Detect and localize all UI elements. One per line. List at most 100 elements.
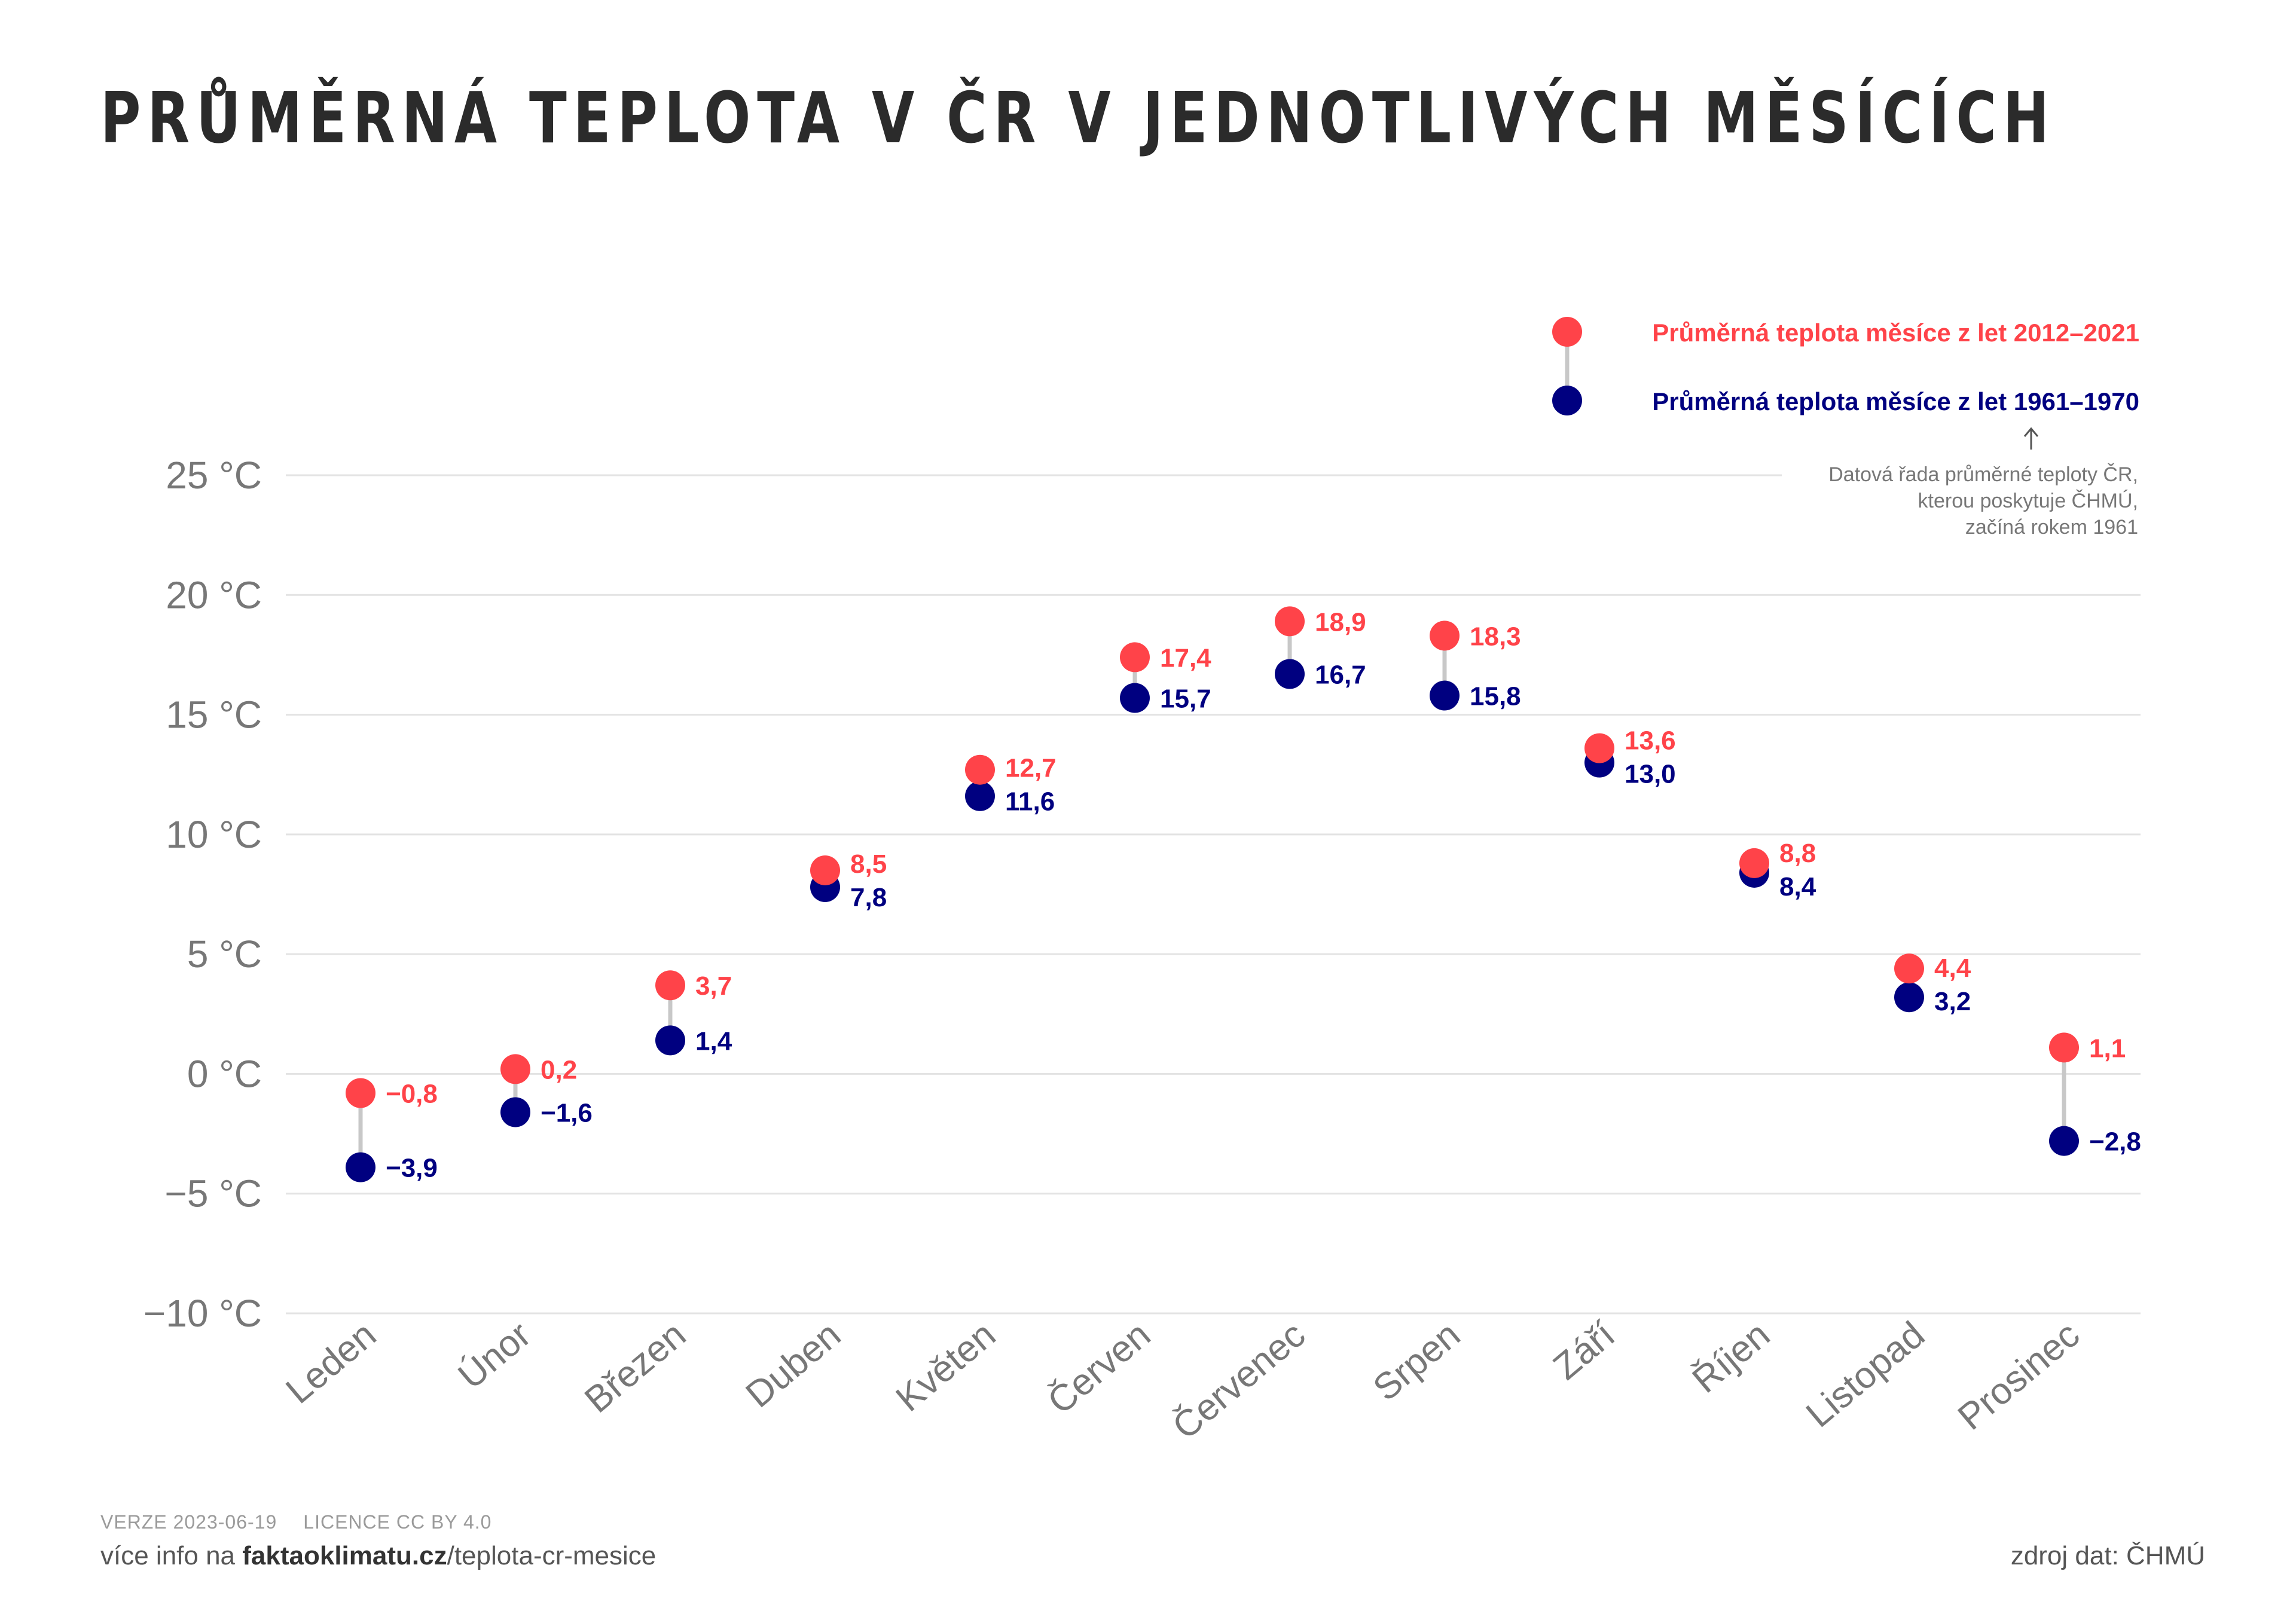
legend-recent-marker: [1552, 317, 1582, 347]
month-dumbbell: 13,6 13,0: [1584, 726, 1676, 789]
past-point: [2049, 1126, 2079, 1156]
month-dumbbell: 18,3 15,8: [1430, 621, 1521, 711]
past-value-label: 3,2: [1934, 987, 1971, 1016]
past-point: [500, 1097, 530, 1127]
data-source: zdroj dat: ČHMÚ: [2010, 1541, 2205, 1570]
past-value-label: 7,8: [850, 883, 887, 912]
recent-value-label: 0,2: [541, 1055, 577, 1084]
recent-point: [1275, 606, 1305, 637]
recent-value-label: 18,9: [1315, 607, 1366, 637]
recent-value-label: 13,6: [1625, 726, 1676, 756]
past-value-label: 16,7: [1315, 660, 1366, 689]
version-label: VERZE 2023-06-19: [100, 1511, 277, 1533]
recent-point: [346, 1078, 375, 1108]
x-tick-label: Květen: [889, 1314, 1003, 1420]
x-tick-label: Srpen: [1366, 1314, 1468, 1409]
grid-lines: [286, 474, 2141, 1315]
y-tick-label: 20 °C: [166, 573, 262, 616]
past-point: [965, 781, 995, 811]
past-value-label: 1,4: [695, 1026, 732, 1056]
month-dumbbell: 0,2 −1,6: [500, 1054, 593, 1128]
month-dumbbell: 8,57,8: [810, 849, 887, 912]
legend-past-label: Průměrná teplota měsíce z let 1961–1970: [1652, 387, 2139, 415]
legend: Průměrná teplota měsíce z let 2012–2021 P…: [1552, 317, 2139, 539]
past-point: [1120, 683, 1150, 713]
recent-value-label: 1,1: [2089, 1034, 2126, 1063]
x-tick-label: Červen: [1040, 1314, 1158, 1422]
recent-value-label: 4,4: [1934, 953, 1971, 983]
past-point: [346, 1152, 375, 1182]
page-title: PRŮMĚRNÁ TEPLOTA V ČR V JEDNOTLIVÝCH MĚS…: [100, 77, 2056, 159]
past-value-label: −3,9: [386, 1154, 438, 1183]
x-tick-label: Září: [1546, 1314, 1623, 1388]
recent-point: [810, 855, 840, 885]
x-tick-label: Březen: [577, 1314, 694, 1421]
recent-value-label: 18,3: [1470, 622, 1521, 651]
y-tick-label: 15 °C: [166, 693, 262, 736]
past-point: [655, 1025, 685, 1056]
x-tick-label: Duben: [738, 1314, 848, 1416]
x-tick-label: Leden: [279, 1314, 384, 1412]
month-dumbbell: 12,7 11,6: [965, 754, 1057, 817]
recent-value-label: 8,8: [1779, 839, 1816, 868]
data-marks: −0,8−3,90,2−1,63,71,48,57,812,711,617,41…: [346, 606, 2141, 1183]
recent-value-label: 3,7: [695, 971, 732, 1001]
past-point: [1430, 680, 1460, 711]
past-value-label: 11,6: [1005, 787, 1055, 817]
recent-value-label: 8,5: [850, 849, 887, 879]
x-axis: Leden Únor Březen Duben Květen Červen Červenec…: [279, 1314, 2087, 1447]
y-axis: 25 °C 20 °C 15 °C 10 °C 5 °C 0 °C −5 °C −10 °C: [144, 454, 262, 1335]
y-tick-label: 0 °C: [187, 1052, 262, 1095]
month-dumbbell: 17,4 15,7: [1120, 642, 1211, 714]
annotation-text: Datová řada průměrné teploty ČR,: [1828, 463, 2138, 486]
recent-point: [1584, 733, 1614, 763]
recent-point: [1430, 621, 1460, 651]
annotation-text: kterou poskytuje ČHMÚ,: [1918, 490, 2138, 512]
y-tick-label: −10 °C: [144, 1292, 262, 1335]
recent-point: [1894, 953, 1924, 984]
month-dumbbell: 4,43,2: [1894, 953, 1971, 1016]
past-value-label: −2,8: [2089, 1127, 2141, 1157]
month-dumbbell: 8,88,4: [1739, 839, 1816, 901]
more-info-prefix: více info na: [100, 1541, 243, 1570]
license-label: LICENCE CC BY 4.0: [303, 1511, 492, 1533]
y-tick-label: 10 °C: [166, 813, 262, 856]
past-point: [1894, 982, 1924, 1013]
recent-value-label: 12,7: [1005, 754, 1057, 783]
y-tick-label: 25 °C: [166, 454, 262, 497]
month-dumbbell: 18,9 16,7: [1275, 606, 1366, 689]
past-point: [1275, 659, 1305, 689]
recent-point: [965, 754, 995, 785]
recent-value-label: 17,4: [1160, 643, 1211, 673]
more-info-link[interactable]: více info na faktaoklimatu.cz/teplota-cr…: [100, 1541, 656, 1571]
legend-past-marker: [1552, 386, 1582, 415]
x-tick-label: Říjen: [1685, 1314, 1778, 1401]
recent-point: [1739, 848, 1769, 878]
recent-point: [655, 970, 685, 1001]
recent-point: [500, 1054, 530, 1084]
more-info-domain[interactable]: faktaoklimatu.cz: [242, 1541, 447, 1570]
recent-value-label: −0,8: [386, 1079, 438, 1108]
legend-recent-label: Průměrná teplota měsíce z let 2012–2021: [1652, 319, 2139, 347]
recent-point: [2049, 1032, 2079, 1063]
more-info-path[interactable]: /teplota-cr-mesice: [447, 1541, 657, 1570]
month-dumbbell: −0,8 −3,9: [346, 1078, 438, 1183]
month-dumbbell: 3,7 1,4: [655, 970, 732, 1056]
x-tick-label: Listopad: [1799, 1314, 1932, 1436]
annotation-text: začíná rokem 1961: [1965, 516, 2138, 539]
x-tick-label: Červenec: [1165, 1314, 1313, 1447]
past-value-label: −1,6: [541, 1099, 593, 1128]
past-value-label: 15,7: [1160, 684, 1211, 714]
past-value-label: 8,4: [1779, 872, 1816, 901]
y-tick-label: 5 °C: [187, 933, 262, 976]
past-value-label: 15,8: [1470, 682, 1521, 711]
x-tick-label: Únor: [451, 1314, 539, 1397]
recent-point: [1120, 642, 1150, 673]
y-tick-label: −5 °C: [164, 1172, 262, 1215]
annotation-arrowhead-icon: [2023, 427, 2039, 437]
footer-meta: VERZE 2023-06-19 LICENCE CC BY 4.0: [100, 1511, 491, 1533]
past-value-label: 13,0: [1625, 760, 1676, 789]
x-tick-label: Prosinec: [1950, 1314, 2087, 1438]
month-dumbbell: 1,1 −2,8: [2049, 1032, 2141, 1157]
